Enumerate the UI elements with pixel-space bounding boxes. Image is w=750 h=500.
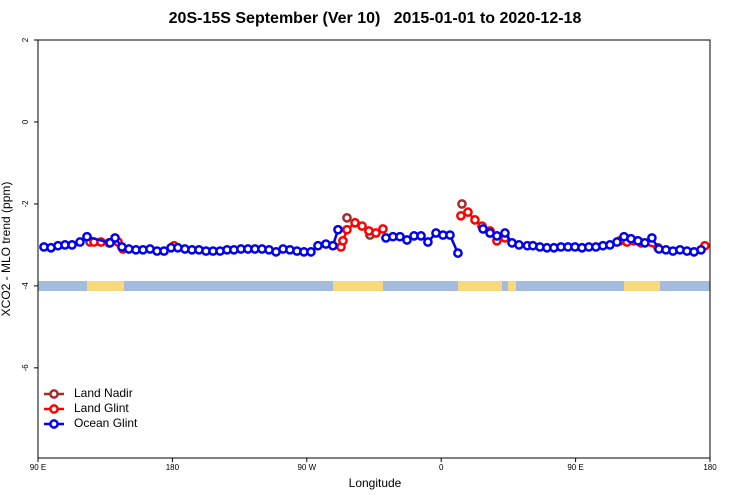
y-tick-label: -6 [21,364,30,372]
y-tick-label: -4 [21,282,30,290]
point [416,231,426,241]
point [110,233,120,243]
y-tick-label: 0 [21,119,30,124]
y-tick-label: -2 [21,200,30,208]
point [647,233,657,243]
point [75,237,85,247]
point [612,237,622,247]
x-tick-label: 90 E [567,463,583,472]
x-tick-label: 0 [439,463,444,472]
point [463,207,473,217]
point [82,231,92,242]
point [423,237,433,247]
point [514,240,524,250]
point [378,224,388,234]
legend-swatch [49,389,59,399]
y-tick-label: 2 [21,37,30,42]
x-tick-label: 90 W [297,463,316,472]
legend-swatch [49,419,59,429]
point [500,228,510,238]
x-tick-label: 180 [703,463,717,472]
point [453,248,463,258]
point [402,235,412,245]
point [696,244,706,255]
point [456,210,466,221]
legend-label: Land Glint [74,401,129,415]
point [478,224,488,234]
land-band [87,281,124,291]
point [445,230,455,240]
point [306,247,316,257]
point [333,224,343,235]
point [357,221,367,231]
x-tick-label: 180 [166,463,180,472]
land-band [624,281,660,291]
plot-frame [37,39,711,459]
y-axis-label: XCO2 - MLO trend (ppm) [0,182,13,317]
point [328,240,338,251]
point [313,240,323,251]
point [640,238,650,248]
land-band [333,281,383,291]
point [492,231,502,241]
point [67,240,77,250]
point [342,224,352,235]
point [457,199,467,209]
land-ocean-strip [38,281,710,291]
legend-label: Land Nadir [74,386,133,400]
chart-title: 20S-15S September (Ver 10) 2015-01-01 to… [169,10,582,27]
land-band [508,281,516,291]
x-tick-label: 90 E [30,463,46,472]
point [371,228,381,238]
point [470,215,480,225]
x-axis-label: Longitude [349,476,402,490]
point [342,213,352,223]
legend-label: Ocean Glint [74,416,138,430]
legend-swatch [49,404,59,414]
land-band [458,281,502,291]
point [338,235,348,246]
